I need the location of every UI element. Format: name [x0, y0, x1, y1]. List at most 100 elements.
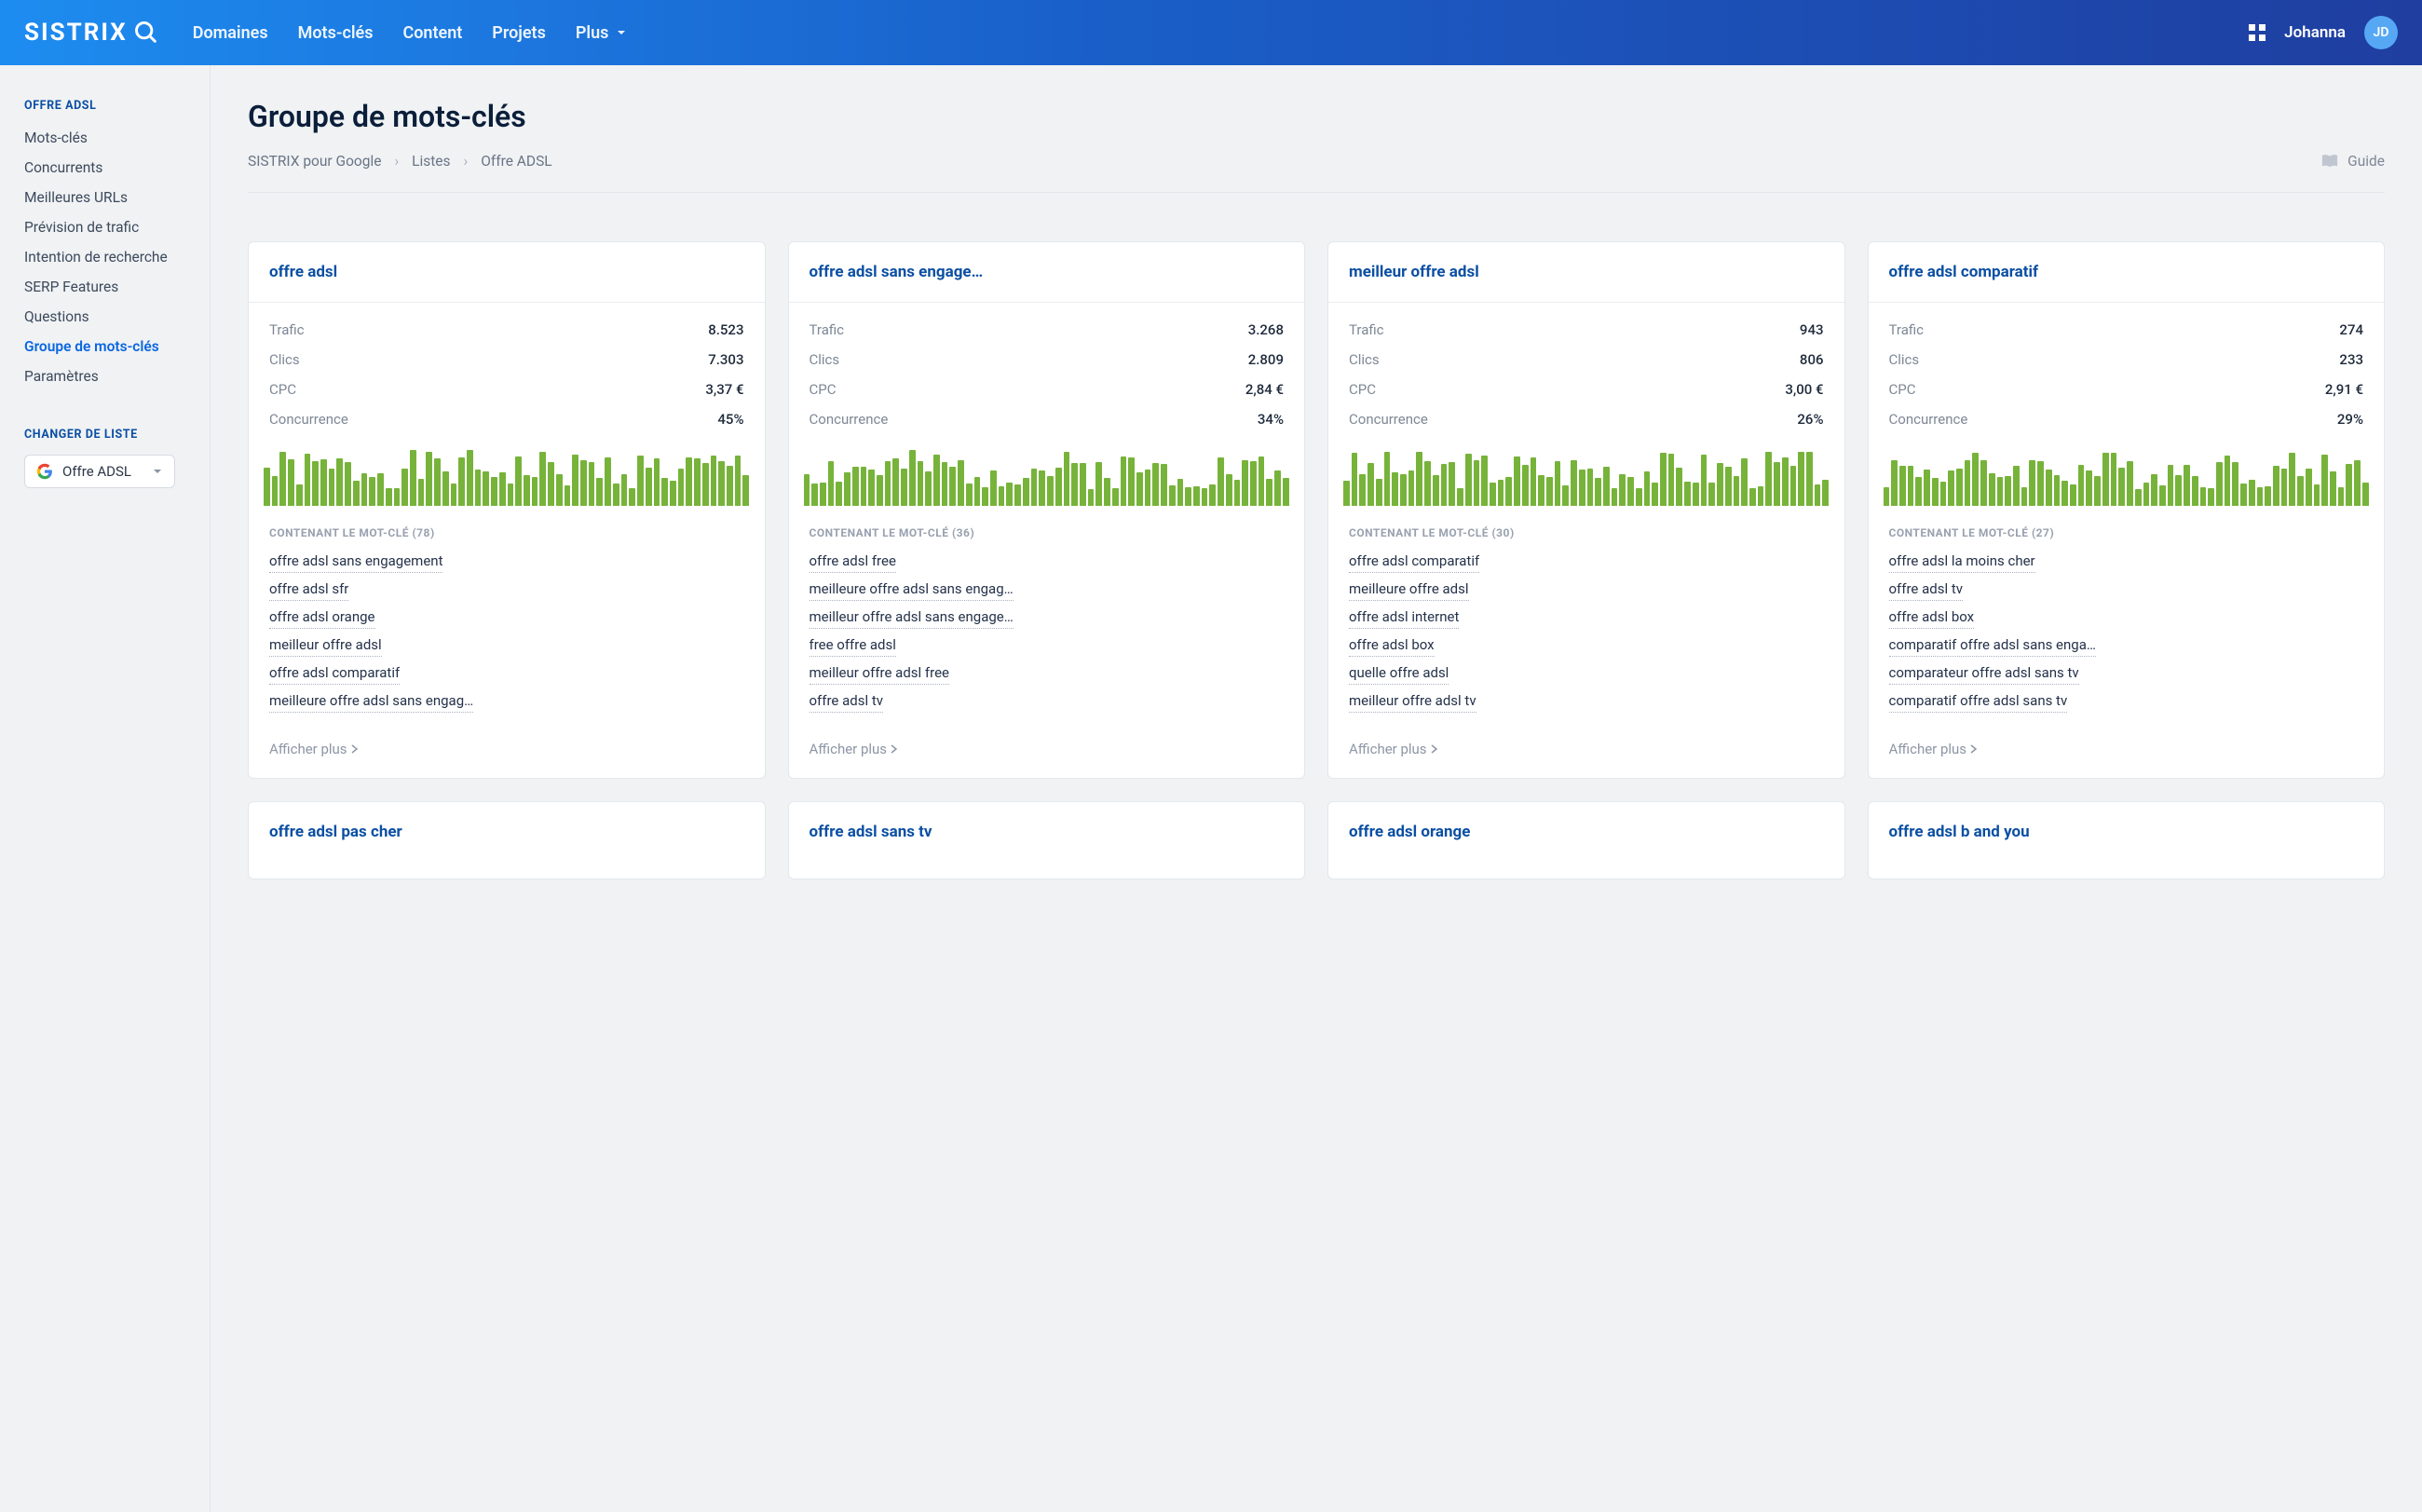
- metric-label: CPC: [1349, 381, 1376, 398]
- metric-value: 8.523: [708, 321, 743, 338]
- metric-row: Clics7.303: [269, 351, 744, 368]
- chevron-right-icon: ›: [464, 153, 469, 170]
- card-title[interactable]: offre adsl sans tv: [810, 823, 1285, 841]
- keyword-group-card: offre adsl comparatif Trafic 274 Clics233 CP…: [1868, 241, 2386, 779]
- card-title[interactable]: offre adsl sans engage…: [810, 263, 1285, 281]
- nav-link-content[interactable]: Content: [402, 23, 462, 43]
- nav-link-domaines[interactable]: Domaines: [193, 23, 268, 43]
- keyword-item[interactable]: offre adsl comparatif: [1349, 552, 1479, 573]
- keyword-group-card: offre adsl sans engage…Trafic3.268Clics2…: [788, 241, 1306, 779]
- metric-value: 274: [2339, 321, 2363, 338]
- card-title[interactable]: meilleur offre adsl: [1349, 263, 1824, 281]
- keyword-item[interactable]: meilleure offre adsl sans engag…: [269, 692, 473, 713]
- card-title[interactable]: offre adsl b and you: [1889, 823, 2364, 841]
- keyword-group-card: offre adsl orange: [1327, 801, 1845, 879]
- metric-value: 45%: [717, 411, 743, 428]
- keyword-item[interactable]: offre adsl tv: [1889, 580, 1964, 601]
- show-more-link[interactable]: Afficher plus: [269, 741, 744, 757]
- nav-link-plus[interactable]: Plus: [576, 23, 628, 43]
- top-nav: SISTRIX Domaines Mots-clés Content Proje…: [0, 0, 2422, 65]
- keyword-group-card: offre adslTrafic8.523Clics7.303CPC3,37 €…: [248, 241, 766, 779]
- metric-row: Clics233: [1889, 351, 2364, 368]
- show-more-link[interactable]: Afficher plus: [1889, 741, 2364, 757]
- sidebar: OFFRE ADSL Mots-clésConcurrentsMeilleure…: [0, 65, 211, 1512]
- keyword-item[interactable]: comparatif offre adsl sans enga…: [1889, 636, 2096, 657]
- breadcrumb-item[interactable]: Offre ADSL: [481, 153, 551, 170]
- metric-label: CPC: [810, 381, 837, 398]
- keyword-group-card: offre adsl sans tv: [788, 801, 1306, 879]
- card-title[interactable]: offre adsl pas cher: [269, 823, 744, 841]
- apps-icon[interactable]: [2249, 24, 2266, 41]
- keyword-item[interactable]: offre adsl box: [1349, 636, 1435, 657]
- avatar[interactable]: JD: [2364, 16, 2398, 49]
- sidebar-item[interactable]: SERP Features: [24, 277, 187, 297]
- chevron-right-icon: ›: [394, 153, 399, 170]
- metric-value: 3.268: [1248, 321, 1284, 338]
- sidebar-item[interactable]: Questions: [24, 306, 187, 327]
- nav-link-projets[interactable]: Projets: [492, 23, 546, 43]
- keyword-item[interactable]: meilleur offre adsl sans engage…: [810, 608, 1014, 629]
- keyword-list: offre adsl sans engagement offre adsl sfr…: [269, 552, 744, 713]
- metric-label: CPC: [269, 381, 296, 398]
- metric-row: CPC 2,84 €: [810, 381, 1285, 398]
- keyword-item[interactable]: comparatif offre adsl sans tv: [1889, 692, 2068, 713]
- card-grid: offre adsl Trafic 8.523 Clics7.303 CPC 3,37 €…: [248, 241, 2385, 879]
- metric-value: 26%: [1797, 411, 1823, 428]
- keyword-item[interactable]: offre adsl la moins cher: [1889, 552, 2035, 573]
- metric-label: Concurrence: [1349, 411, 1428, 428]
- nav-link-label: Plus: [576, 23, 609, 43]
- guide-link[interactable]: Guide: [2321, 153, 2385, 170]
- keyword-item[interactable]: offre adsl internet: [1349, 608, 1459, 629]
- keyword-item[interactable]: free offre adsl: [810, 636, 896, 657]
- keyword-item[interactable]: quelle offre adsl: [1349, 664, 1449, 685]
- page-title: Groupe de mots-clés: [248, 99, 2385, 134]
- sidebar-item[interactable]: Paramètres: [24, 366, 187, 387]
- keyword-item[interactable]: meilleure offre adsl: [1349, 580, 1469, 601]
- show-more-link[interactable]: Afficher plus: [810, 741, 1285, 757]
- keyword-item[interactable]: offre adsl tv: [810, 692, 884, 713]
- metric-label: Concurrence: [810, 411, 889, 428]
- keyword-item[interactable]: comparateur offre adsl sans tv: [1889, 664, 2079, 685]
- keyword-group-card: meilleur offre adslTrafic943Clics806CPC3…: [1327, 241, 1845, 779]
- card-title[interactable]: offre adsl orange: [1349, 823, 1824, 841]
- card-title[interactable]: offre adsl: [269, 263, 744, 281]
- keyword-item[interactable]: meilleur offre adsl: [269, 636, 382, 657]
- metric-value: 29%: [2337, 411, 2363, 428]
- keyword-item[interactable]: meilleur offre adsl free: [810, 664, 949, 685]
- keyword-list: offre adsl comparatif meilleure offre ads…: [1349, 552, 1824, 713]
- metric-value: 233: [2339, 351, 2363, 368]
- metric-row: CPC2,91 €: [1889, 381, 2364, 398]
- keyword-item[interactable]: meilleure offre adsl sans engag…: [810, 580, 1014, 601]
- keyword-item[interactable]: offre adsl box: [1889, 608, 1975, 629]
- keyword-item[interactable]: meilleur offre adsl tv: [1349, 692, 1476, 713]
- breadcrumb-item[interactable]: SISTRIX pour Google: [248, 153, 381, 170]
- guide-label: Guide: [2347, 153, 2385, 170]
- metric-row: Clics806: [1349, 351, 1824, 368]
- card-title[interactable]: offre adsl comparatif: [1889, 263, 2364, 281]
- metric-row: CPC 3,37 €: [269, 381, 744, 398]
- user-name[interactable]: Johanna: [2284, 23, 2346, 42]
- list-picker[interactable]: Offre ADSL: [24, 455, 175, 488]
- metric-label: Trafic: [810, 321, 845, 338]
- sidebar-item[interactable]: Prévision de trafic: [24, 217, 187, 238]
- metric-value: 3,37 €: [705, 381, 743, 398]
- metric-label: Trafic: [1889, 321, 1925, 338]
- nav-link-mots-cles[interactable]: Mots-clés: [298, 23, 374, 43]
- sidebar-item[interactable]: Meilleures URLs: [24, 187, 187, 208]
- metric-value: 2,84 €: [1245, 381, 1284, 398]
- keyword-item[interactable]: offre adsl orange: [269, 608, 375, 629]
- show-more-link[interactable]: Afficher plus: [1349, 741, 1824, 757]
- keyword-item[interactable]: offre adsl comparatif: [269, 664, 400, 685]
- sidebar-item[interactable]: Groupe de mots-clés: [24, 336, 187, 357]
- metric-value: 806: [1800, 351, 1824, 368]
- sidebar-item[interactable]: Mots-clés: [24, 128, 187, 148]
- breadcrumb: SISTRIX pour Google › Listes › Offre ADS…: [248, 153, 2385, 193]
- keyword-item[interactable]: offre adsl sfr: [269, 580, 348, 601]
- keyword-item[interactable]: offre adsl sans engagement: [269, 552, 442, 573]
- sidebar-item[interactable]: Intention de recherche: [24, 247, 187, 267]
- breadcrumb-item[interactable]: Listes: [412, 153, 450, 170]
- keyword-item[interactable]: offre adsl free: [810, 552, 896, 573]
- nav-links: Domaines Mots-clés Content Projets Plus: [193, 23, 628, 43]
- sidebar-item[interactable]: Concurrents: [24, 157, 187, 178]
- logo[interactable]: SISTRIX: [24, 19, 159, 47]
